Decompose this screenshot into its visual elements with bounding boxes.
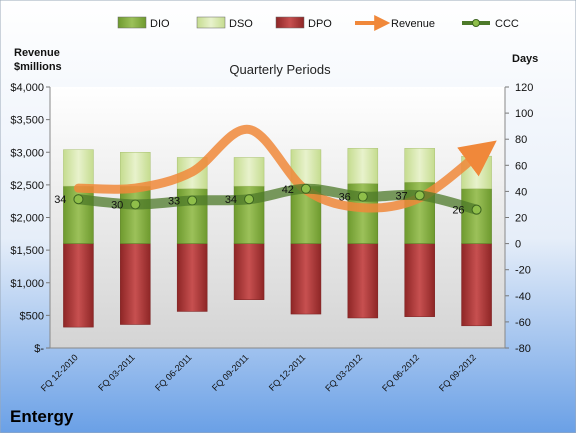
legend-label: DPO bbox=[308, 18, 332, 30]
legend-swatch bbox=[275, 16, 305, 29]
left-axis-tick-label: $- bbox=[34, 343, 44, 355]
right-axis-tick-label: 60 bbox=[515, 160, 527, 172]
bar-dpo bbox=[176, 243, 208, 312]
ccc-data-label: 30 bbox=[111, 199, 123, 211]
legend-label: DIO bbox=[150, 18, 170, 30]
bar-dso bbox=[347, 148, 379, 184]
right-axis-tick-label: 120 bbox=[515, 82, 533, 94]
left-axis-label-line2: $millions bbox=[14, 61, 62, 73]
bar-dso bbox=[63, 149, 94, 187]
legend-swatch bbox=[196, 16, 226, 29]
left-axis-tick-label: $4,000 bbox=[10, 82, 44, 94]
left-axis-tick-label: $500 bbox=[20, 310, 44, 322]
ccc-data-label: 34 bbox=[54, 194, 66, 206]
left-axis-tick-label: $2,500 bbox=[10, 180, 44, 192]
ccc-point bbox=[471, 204, 482, 215]
right-axis-tick-label: -80 bbox=[515, 343, 531, 355]
left-axis-tick-label: $2,000 bbox=[10, 213, 44, 225]
ccc-data-label: 33 bbox=[168, 196, 180, 208]
left-axis-tick-label: $3,000 bbox=[10, 147, 44, 159]
legend-item-ccc: CCC bbox=[462, 18, 519, 30]
right-axis-tick-label: -60 bbox=[515, 317, 531, 329]
ccc-point bbox=[414, 190, 425, 201]
plot-area bbox=[50, 87, 505, 348]
left-axis-tick-label: $1,500 bbox=[10, 245, 44, 257]
ccc-point bbox=[244, 194, 255, 205]
legend-item-dpo: DPO bbox=[275, 16, 332, 30]
ccc-data-label: 26 bbox=[452, 205, 464, 217]
legend-item-dso: DSO bbox=[196, 16, 253, 30]
legend-swatch bbox=[117, 16, 147, 29]
legend-label: DSO bbox=[229, 18, 253, 30]
bar-dpo bbox=[63, 243, 94, 328]
ccc-point bbox=[73, 194, 84, 205]
bar-dpo bbox=[347, 243, 379, 319]
bar-dpo bbox=[461, 243, 492, 327]
bar-dpo bbox=[404, 243, 435, 317]
right-axis-tick-label: 20 bbox=[515, 213, 527, 225]
legend-marker bbox=[472, 19, 480, 27]
bar-dpo bbox=[233, 243, 265, 300]
bar-dso bbox=[404, 148, 435, 183]
ccc-data-label: 36 bbox=[339, 192, 351, 204]
right-axis-tick-label: 0 bbox=[515, 239, 521, 251]
chart-title: Quarterly Periods bbox=[229, 62, 331, 77]
right-axis-tick-label: -20 bbox=[515, 265, 531, 277]
bar-dso bbox=[120, 152, 151, 187]
ccc-data-label: 42 bbox=[282, 184, 294, 196]
ccc-data-label: 34 bbox=[225, 194, 237, 206]
legend-item-revenue: Revenue bbox=[355, 15, 435, 31]
bar-dpo bbox=[120, 243, 151, 325]
ccc-point bbox=[187, 195, 198, 206]
ccc-data-label: 37 bbox=[395, 190, 407, 202]
right-axis-label: Days bbox=[512, 53, 538, 65]
legend-item-dio: DIO bbox=[117, 16, 170, 30]
right-axis-tick-label: 100 bbox=[515, 108, 533, 120]
bar-dio bbox=[120, 185, 151, 244]
right-axis-tick-label: 80 bbox=[515, 134, 527, 146]
ccc-point bbox=[357, 191, 368, 202]
ccc-point bbox=[300, 183, 311, 194]
left-axis-tick-label: $3,500 bbox=[10, 115, 44, 127]
right-axis-tick-label: 40 bbox=[515, 186, 527, 198]
left-axis-tick-label: $1,000 bbox=[10, 278, 44, 290]
bar-dpo bbox=[290, 243, 322, 315]
legend-label: CCC bbox=[495, 18, 519, 30]
legend-label: Revenue bbox=[391, 18, 435, 30]
ccc-point bbox=[130, 199, 141, 210]
left-axis-label-line1: Revenue bbox=[14, 47, 60, 59]
bar-dso bbox=[233, 157, 265, 187]
bar-dio bbox=[461, 188, 492, 244]
right-axis-tick-label: -40 bbox=[515, 291, 531, 303]
company-name: Entergy bbox=[10, 407, 74, 426]
